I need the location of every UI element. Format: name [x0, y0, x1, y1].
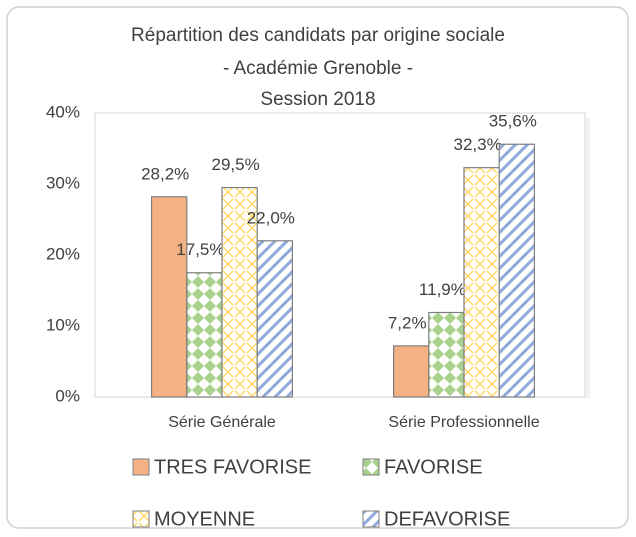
y-tick-label: 20%: [46, 244, 80, 263]
legend-swatch: [132, 458, 150, 476]
y-tick-label: 30%: [46, 173, 80, 192]
legend-swatch: [362, 510, 380, 528]
value-label: 22,0%: [247, 208, 295, 227]
bar: [463, 167, 500, 398]
bar: [256, 240, 294, 398]
value-label: 32,3%: [453, 135, 501, 154]
x-tick-label: Série Générale: [168, 414, 276, 431]
y-tick-label: 0%: [55, 386, 80, 405]
bar: [151, 196, 188, 398]
bar: [498, 143, 536, 398]
legend-label: MOYENNE: [154, 508, 255, 530]
legend-swatch: [132, 510, 150, 528]
value-label: 29,5%: [211, 155, 259, 174]
value-label: 28,2%: [141, 164, 189, 183]
chart-title: Répartition des candidats par origine so…: [131, 25, 505, 46]
legend-label: DEFAVORISE: [384, 508, 510, 530]
value-label: 35,6%: [489, 112, 537, 131]
bar: [393, 345, 430, 398]
legend-label: TRES FAVORISE: [154, 456, 311, 478]
value-label: 17,5%: [176, 240, 224, 259]
chart-subtitle: Session 2018: [260, 89, 375, 110]
chart-subtitle: - Académie Grenoble -: [223, 58, 413, 79]
y-tick-label: 40%: [46, 102, 80, 121]
value-label: 11,9%: [419, 280, 466, 299]
bar: [186, 272, 223, 398]
value-label: 7,2%: [388, 313, 427, 332]
legend-swatch: [362, 458, 380, 476]
legend-label: FAVORISE: [384, 456, 483, 478]
y-tick-label: 10%: [46, 315, 80, 334]
x-tick-label: Série Professionnelle: [388, 414, 539, 431]
bar: [428, 311, 465, 398]
